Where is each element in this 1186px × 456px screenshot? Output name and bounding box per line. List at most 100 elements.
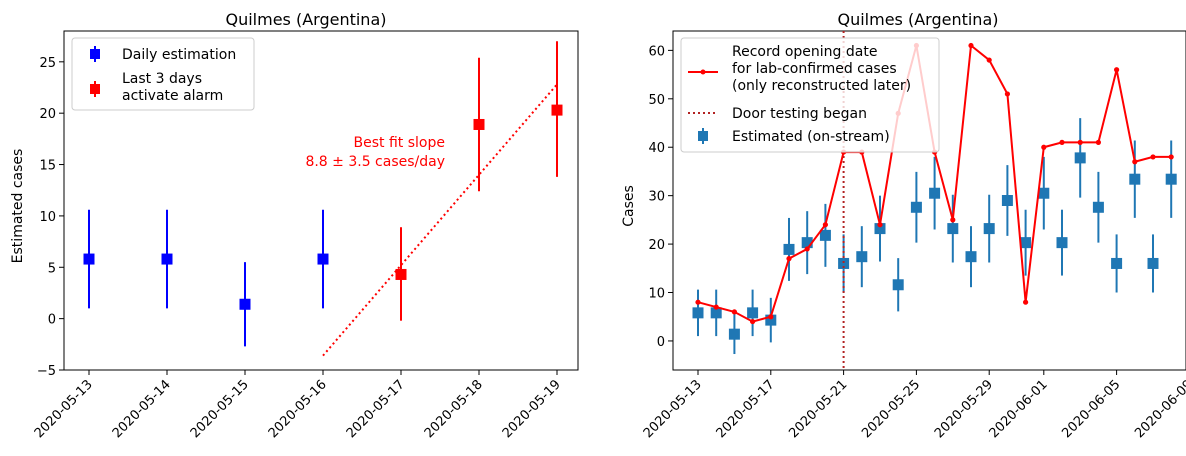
left-x-ticks: 2020-05-13 2020-05-14 2020-05-15 2020-05-16… [32,370,564,441]
estimated-point [692,307,704,319]
left-x-tick-label: 2020-05-16 [266,377,330,441]
right-legend: Record opening date for lab-confirmed ca… [680,37,940,153]
left-x-tick-label: 2020-05-17 [344,377,408,441]
estimated-point [1056,237,1068,249]
best-fit-line [322,83,558,357]
estimated-point [1074,152,1086,164]
legend-label-door-testing: Door testing began [732,106,867,122]
left-x-tick-label: 2020-05-18 [422,377,486,441]
estimated-point [1020,237,1032,249]
legend-label-record-line-2: for lab-confirmed cases [732,61,897,77]
record-opening-point [1095,139,1101,145]
record-opening-point [768,314,774,320]
legend-marker-record-opening [688,69,718,75]
right-y-tick-label: 30 [648,190,665,205]
estimated-point [929,187,941,199]
estimated-point [947,223,959,235]
record-opening-point [950,217,956,223]
right-x-tick-label: 2020-06-09 [1132,377,1186,441]
fit-annotation-line-2: 8.8 ± 3.5 cases/day [305,154,445,170]
estimated-point [892,279,904,291]
right-y-tick-label: 0 [657,335,665,350]
left-y-tick-label: 10 [39,210,56,225]
alarm-point [551,104,563,116]
right-x-ticks: 2020-05-13 2020-05-17 2020-05-21 2020-05-25… [641,370,1186,441]
legend-label-daily-estimation: Daily estimation [122,47,236,63]
right-y-tick-label: 40 [648,141,665,156]
daily-estimation-point [83,253,95,265]
record-opening-point [822,222,829,228]
legend-label-alarm-line-1: Last 3 days [122,71,202,87]
legend-label-alarm: Last 3 days activate alarm [122,71,223,104]
estimated-point [747,307,759,319]
left-y-tick-label: 0 [48,313,56,328]
estimated-point [819,229,831,241]
right-y-tick-label: 10 [648,287,665,302]
estimated-point [874,223,886,235]
legend-label-alarm-line-2: activate alarm [122,88,223,104]
fit-annotation-line-1: Best fit slope [354,135,445,151]
right-x-tick-label: 2020-06-01 [987,377,1051,441]
right-y-axis-label: Cases [621,185,637,227]
left-x-tick-label: 2020-05-14 [110,377,174,441]
record-opening-point [1168,154,1174,160]
alarm-point [473,118,485,130]
right-x-tick-label: 2020-05-13 [641,377,705,441]
legend-marker-estimated [698,128,708,144]
estimated-point [965,251,977,263]
estimated-point [1129,173,1141,185]
record-opening-point [1077,139,1083,145]
estimated-point [801,237,813,249]
left-y-tick-label: 20 [39,107,56,122]
left-y-tick-label: 5 [48,261,56,276]
right-chart-panel: Quilmes (Argentina) Cases 0102030405060 … [621,10,1186,441]
record-opening-point [731,309,738,315]
right-chart-title: Quilmes (Argentina) [837,10,998,29]
legend-marker-daily-estimation [90,46,100,62]
estimated-point [728,328,740,340]
daily-estimation-point [239,298,251,310]
record-opening-point [804,246,810,252]
left-x-tick-label: 2020-05-19 [500,377,564,441]
right-y-tick-label: 20 [648,238,665,253]
estimated-point [983,223,995,235]
left-x-tick-label: 2020-05-15 [188,377,252,441]
right-x-tick-label: 2020-05-17 [714,377,778,441]
left-data-marks [83,41,563,357]
right-x-tick-label: 2020-06-05 [1059,377,1123,441]
estimated-point [710,307,722,319]
estimated-point [1038,187,1050,199]
estimated-point [856,251,868,263]
record-opening-point [713,304,719,310]
left-legend: Daily estimation Last 3 days activate al… [71,37,255,111]
record-opening-point [877,222,883,228]
left-y-ticks: −5 0 5 10 15 20 25 [37,56,64,379]
estimated-point [1165,173,1177,185]
record-opening-point [786,256,792,262]
left-chart-title: Quilmes (Argentina) [225,10,386,29]
legend-marker-alarm [90,81,100,97]
right-x-tick-label: 2020-05-25 [859,377,923,441]
estimated-point [1111,257,1123,269]
estimated-point [1147,257,1159,269]
record-opening-point [1114,67,1120,73]
alarm-point [395,268,407,280]
legend-label-record-line-1: Record opening date [732,44,877,60]
record-opening-point [986,57,992,63]
legend-label-record-opening: Record opening date for lab-confirmed ca… [732,44,911,94]
record-opening-point [968,42,974,49]
record-opening-point [1059,139,1065,145]
left-y-tick-label: 25 [39,56,56,71]
daily-estimation-point [161,253,173,265]
estimated-point [838,257,850,269]
estimated-point [1001,195,1013,206]
legend-label-record-line-3: (only reconstructed later) [732,78,911,94]
estimated-point [910,201,922,213]
left-legend-box [71,37,255,111]
right-legend-box [680,37,940,153]
left-x-tick-label: 2020-05-13 [32,377,96,441]
record-opening-point [1150,154,1156,160]
estimated-point [1092,201,1104,213]
record-opening-point [1004,91,1011,97]
right-y-tick-label: 50 [648,93,665,108]
